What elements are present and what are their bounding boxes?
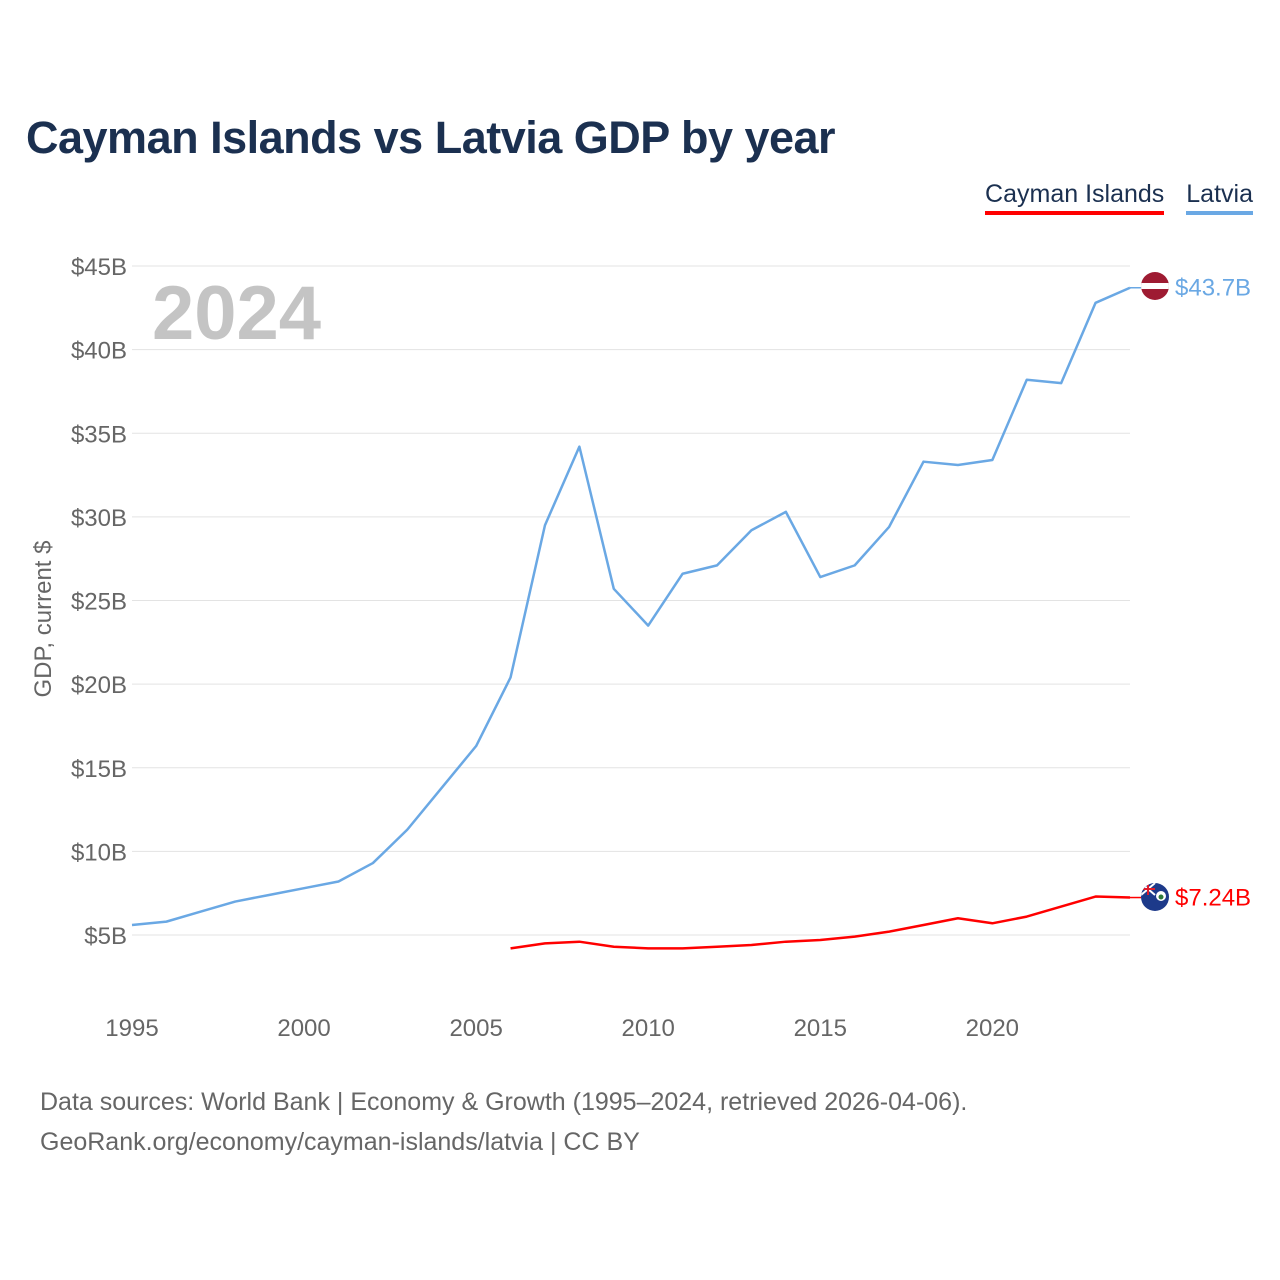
x-tick-label: 1995 [105, 1015, 158, 1042]
y-tick-label: $30B [71, 505, 127, 532]
x-tick-label: 2020 [966, 1015, 1019, 1042]
gridlines [132, 265, 1130, 936]
y-tick-label: $15B [71, 756, 127, 783]
y-tick-label: $35B [71, 421, 127, 448]
y-axis-label: GDP, current $ [30, 541, 57, 698]
source-note: Data sources: World Bank | Economy & Gro… [40, 1082, 967, 1162]
y-tick-label: $40B [71, 338, 127, 365]
x-tick-label: 2000 [277, 1015, 330, 1042]
legend: Cayman Islands Latvia [985, 180, 1253, 215]
chart-title: Cayman Islands vs Latvia GDP by year [26, 112, 836, 163]
x-tick-label: 2010 [622, 1015, 675, 1042]
cayman-islands-flag [1141, 883, 1169, 911]
series-layer: $43.7B $7.24B [131, 275, 1251, 950]
end-value-label-cayman-islands: $7.24B [1175, 885, 1251, 912]
end-value-label-latvia: $43.7B [1175, 275, 1251, 302]
series-line-latvia [131, 286, 1131, 927]
legend-item-latvia[interactable]: Latvia [1186, 180, 1253, 215]
x-tick-label: 2005 [449, 1015, 502, 1042]
gdp-line-chart: $5B $10B $15B $20B $25B $30B $35B $40B $45B 1995… [30, 254, 1251, 1042]
y-tick-label: $25B [71, 589, 127, 616]
y-tick-label: $45B [71, 254, 127, 281]
year-watermark: 2024 [152, 271, 321, 356]
x-axis: 1995 2000 2005 2010 2015 2020 [105, 1015, 1019, 1042]
source-line-2: GeoRank.org/economy/cayman-islands/latvi… [40, 1128, 640, 1156]
y-axis: $5B $10B $15B $20B $25B $30B $35B $40B $45B [71, 254, 127, 950]
y-tick-label: $5B [84, 923, 127, 950]
legend-item-cayman-islands[interactable]: Cayman Islands [985, 180, 1165, 215]
x-tick-label: 2015 [794, 1015, 847, 1042]
y-tick-label: $10B [71, 839, 127, 866]
source-line-1: Data sources: World Bank | Economy & Gro… [40, 1088, 968, 1116]
series-line-cayman-islands [510, 895, 1131, 950]
latvia-flag [1141, 272, 1169, 300]
y-tick-label: $20B [71, 672, 127, 699]
